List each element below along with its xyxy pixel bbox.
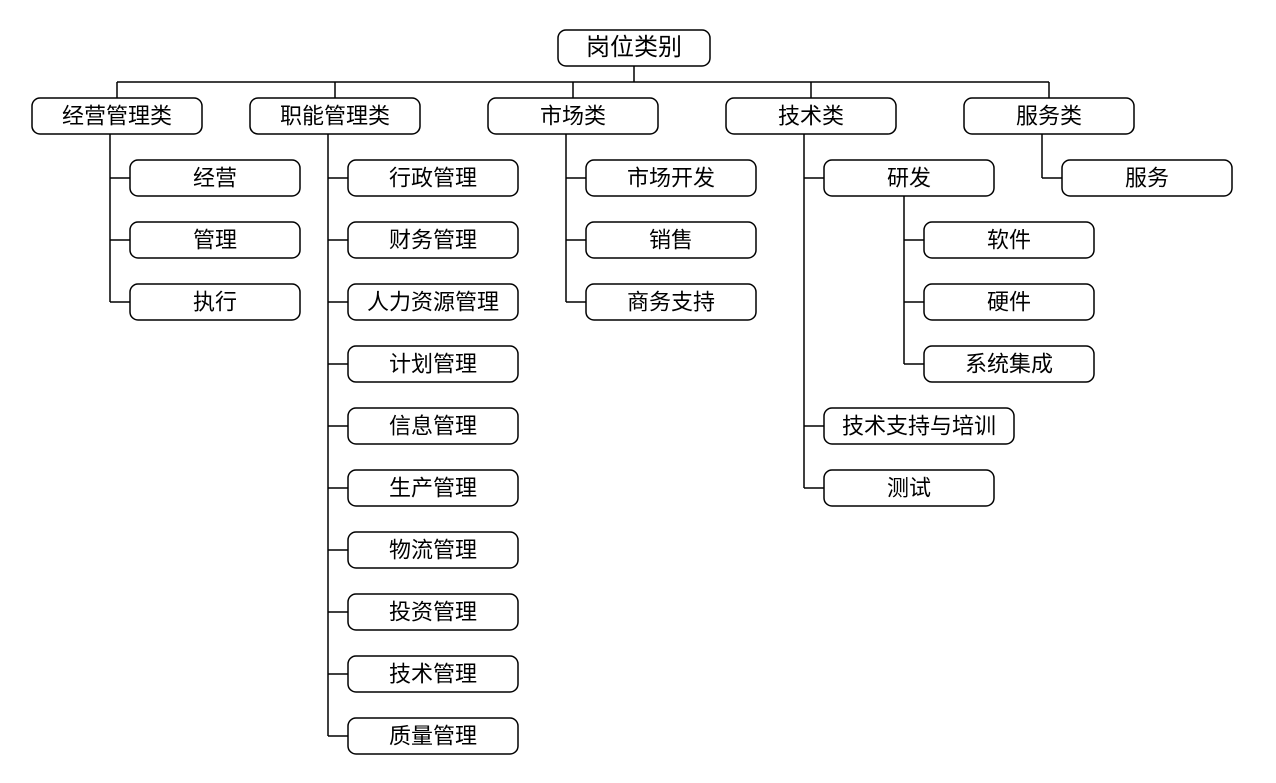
node-c2_8: 投资管理	[348, 594, 518, 630]
node-c1_2: 管理	[130, 222, 300, 258]
node-c3_2: 销售	[586, 222, 756, 258]
node-c2_4: 计划管理	[348, 346, 518, 382]
node-c1_1: 经营	[130, 160, 300, 196]
node-c3_1: 市场开发	[586, 160, 756, 196]
node-c4_1a: 软件	[924, 222, 1094, 258]
node-label: 经营管理类	[62, 104, 172, 129]
node-c2_3: 人力资源管理	[348, 284, 518, 320]
node-c4_1: 研发	[824, 160, 994, 196]
node-label: 信息管理	[389, 414, 477, 439]
node-label: 技术类	[778, 104, 844, 129]
nodes: 岗位类别经营管理类 职能管理类 市场类 技术类 服务类经营管理执行 行政管理财务管理人力资…	[32, 30, 1232, 754]
node-cat2: 职能管理类	[250, 98, 420, 134]
node-c1_3: 执行	[130, 284, 300, 320]
node-label: 计划管理	[389, 352, 477, 377]
node-label: 测试	[887, 476, 931, 501]
node-label: 岗位类别	[586, 34, 682, 61]
node-cat3: 市场类	[488, 98, 658, 134]
node-c2_9: 技术管理	[348, 656, 518, 692]
node-label: 市场开发	[627, 166, 715, 191]
node-label: 商务支持	[627, 290, 715, 315]
node-label: 质量管理	[389, 724, 477, 749]
node-c5_1: 服务	[1062, 160, 1232, 196]
node-label: 系统集成	[965, 352, 1053, 377]
node-c4_1b: 硬件	[924, 284, 1094, 320]
node-root: 岗位类别	[558, 30, 710, 66]
node-cat5: 服务类	[964, 98, 1134, 134]
node-c2_6: 生产管理	[348, 470, 518, 506]
node-c2_1: 行政管理	[348, 160, 518, 196]
node-label: 管理	[193, 228, 237, 253]
node-label: 硬件	[987, 290, 1031, 315]
node-label: 市场类	[540, 104, 606, 129]
node-c2_2: 财务管理	[348, 222, 518, 258]
node-label: 服务类	[1016, 104, 1082, 129]
node-c2_5: 信息管理	[348, 408, 518, 444]
node-label: 人力资源管理	[367, 290, 499, 315]
node-label: 生产管理	[389, 476, 477, 501]
node-label: 软件	[987, 228, 1031, 253]
node-label: 服务	[1125, 166, 1169, 191]
node-label: 销售	[649, 228, 693, 253]
node-label: 研发	[887, 166, 931, 191]
node-c4_1c: 系统集成	[924, 346, 1094, 382]
node-label: 技术管理	[389, 662, 477, 687]
node-label: 行政管理	[389, 166, 477, 191]
node-label: 技术支持与培训	[842, 414, 996, 439]
node-label: 执行	[193, 290, 237, 315]
node-cat4: 技术类	[726, 98, 896, 134]
node-c4_3: 测试	[824, 470, 994, 506]
node-label: 物流管理	[389, 538, 477, 563]
node-c3_3: 商务支持	[586, 284, 756, 320]
node-label: 经营	[193, 166, 237, 191]
node-label: 财务管理	[389, 228, 477, 253]
node-c2_10: 质量管理	[348, 718, 518, 754]
node-cat1: 经营管理类	[32, 98, 202, 134]
node-label: 投资管理	[389, 600, 477, 625]
node-c2_7: 物流管理	[348, 532, 518, 568]
node-c4_2: 技术支持与培训	[824, 408, 1014, 444]
node-label: 职能管理类	[280, 104, 390, 129]
org-tree-diagram: 岗位类别经营管理类 职能管理类 市场类 技术类 服务类经营管理执行 行政管理财务管理人力资…	[0, 0, 1276, 783]
